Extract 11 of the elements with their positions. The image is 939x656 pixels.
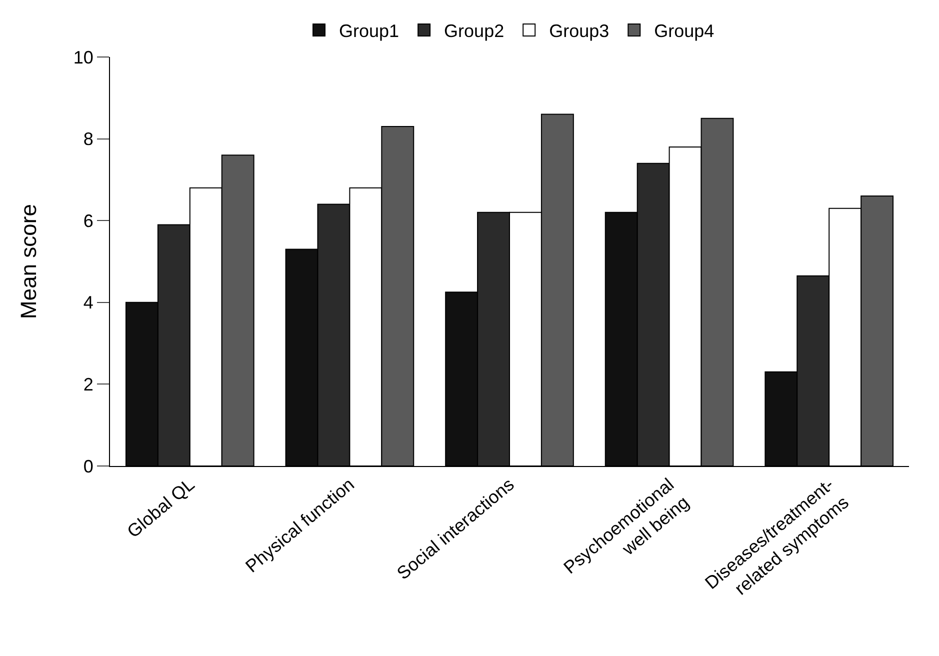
y-tick-label: 4 bbox=[83, 292, 94, 313]
y-tick-label: 10 bbox=[73, 47, 94, 68]
y-tick-label: 2 bbox=[83, 374, 94, 394]
y-tick-label: 0 bbox=[83, 456, 94, 476]
legend-label: Group2 bbox=[444, 21, 504, 42]
legend-label: Group1 bbox=[339, 21, 400, 42]
y-tick-label: 6 bbox=[83, 210, 94, 231]
y-tick-label: 8 bbox=[83, 129, 94, 150]
legend-label: Group4 bbox=[654, 21, 714, 42]
y-axis-title: Mean score bbox=[16, 204, 42, 319]
legend-label: Group3 bbox=[549, 21, 610, 42]
